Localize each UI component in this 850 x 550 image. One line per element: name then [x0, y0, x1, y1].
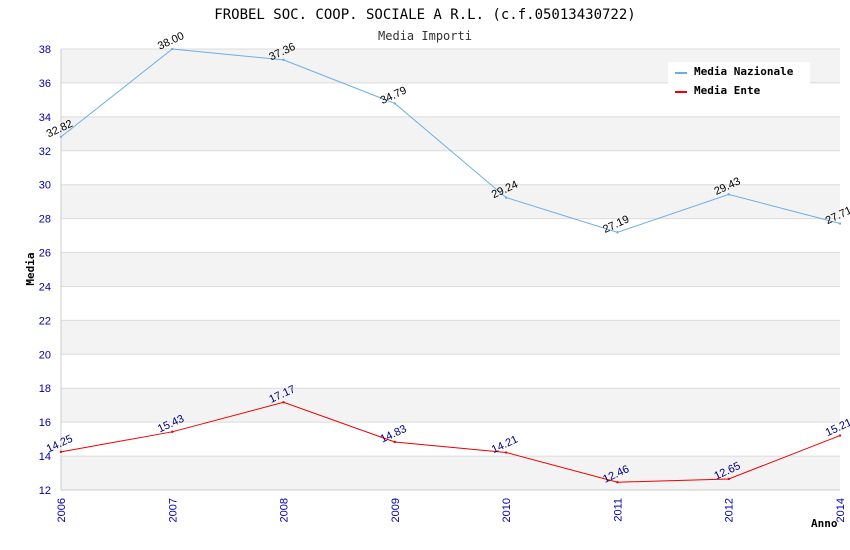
- x-tick-label: 2014: [835, 498, 847, 522]
- y-tick-label: 12: [39, 485, 51, 497]
- y-tick-label: 34: [39, 112, 51, 124]
- y-tick-label: 28: [39, 214, 51, 226]
- data-label: 34.79: [379, 84, 409, 107]
- legend-box: [668, 62, 810, 100]
- data-label: 14.83: [379, 423, 409, 446]
- data-point: [59, 450, 63, 454]
- data-point: [393, 440, 397, 444]
- data-point: [171, 47, 174, 51]
- legend: Media Nazionale Media Ente: [668, 62, 810, 100]
- series-line-media-nazionale: [60, 48, 841, 233]
- data-point: [282, 401, 285, 404]
- grid-band: [61, 184, 840, 219]
- grid-band: [61, 456, 840, 490]
- y-tick-label: 32: [39, 146, 51, 158]
- data-point: [59, 135, 63, 139]
- data-point: [171, 430, 174, 434]
- data-point: [393, 102, 397, 105]
- data-point: [504, 451, 508, 454]
- data-point: [616, 231, 619, 234]
- x-tick-label: 2007: [167, 498, 179, 522]
- legend-label-media-ente: Media Ente: [694, 84, 761, 97]
- x-tick-label: 2012: [724, 498, 736, 522]
- y-tick-labels: 12 14 16 18 20 22 24 26 28 30 32 34 36 38: [39, 44, 51, 497]
- y-tick-label: 24: [39, 281, 51, 293]
- grid-band: [61, 116, 840, 151]
- x-tick-label: 2011: [612, 498, 624, 522]
- legend-label-media-nazionale: Media Nazionale: [694, 65, 794, 78]
- grid-band: [61, 252, 840, 287]
- x-axis-label: Anno: [811, 517, 838, 530]
- chart-title: FROBEL SOC. COOP. SOCIALE A R.L. (c.f.05…: [214, 7, 635, 23]
- y-tick-label: 14: [39, 451, 51, 463]
- y-tick-label: 26: [39, 248, 51, 260]
- grid-bands: [61, 49, 840, 490]
- y-tick-label: 22: [39, 315, 51, 327]
- y-tick-label: 30: [39, 180, 51, 192]
- data-point: [504, 196, 508, 199]
- chart-subtitle: Media Importi: [378, 29, 472, 43]
- x-tick-labels: 2006 2007 2008 2009 2010 2011 2012 2014: [56, 498, 847, 522]
- x-tick-label: 2006: [56, 498, 68, 522]
- x-tick-label: 2010: [501, 498, 513, 522]
- grid-band: [61, 320, 840, 355]
- x-tick-label: 2009: [390, 498, 402, 522]
- x-tick-label: 2008: [279, 498, 291, 522]
- y-tick-label: 38: [39, 44, 51, 56]
- y-tick-label: 16: [39, 417, 51, 429]
- data-point: [727, 193, 730, 196]
- data-point: [616, 480, 619, 484]
- data-point: [727, 477, 730, 481]
- grid-band: [61, 388, 840, 423]
- data-point: [838, 222, 842, 225]
- y-axis-label: Media: [24, 252, 37, 285]
- series-layer: [59, 47, 842, 484]
- y-tick-label: 36: [39, 78, 51, 90]
- series-line-media-ente: [60, 401, 841, 483]
- y-tick-label: 20: [39, 349, 51, 361]
- data-point: [282, 58, 285, 62]
- y-tick-label: 18: [39, 383, 51, 395]
- data-label: 14.25: [45, 433, 75, 456]
- data-point: [838, 434, 842, 437]
